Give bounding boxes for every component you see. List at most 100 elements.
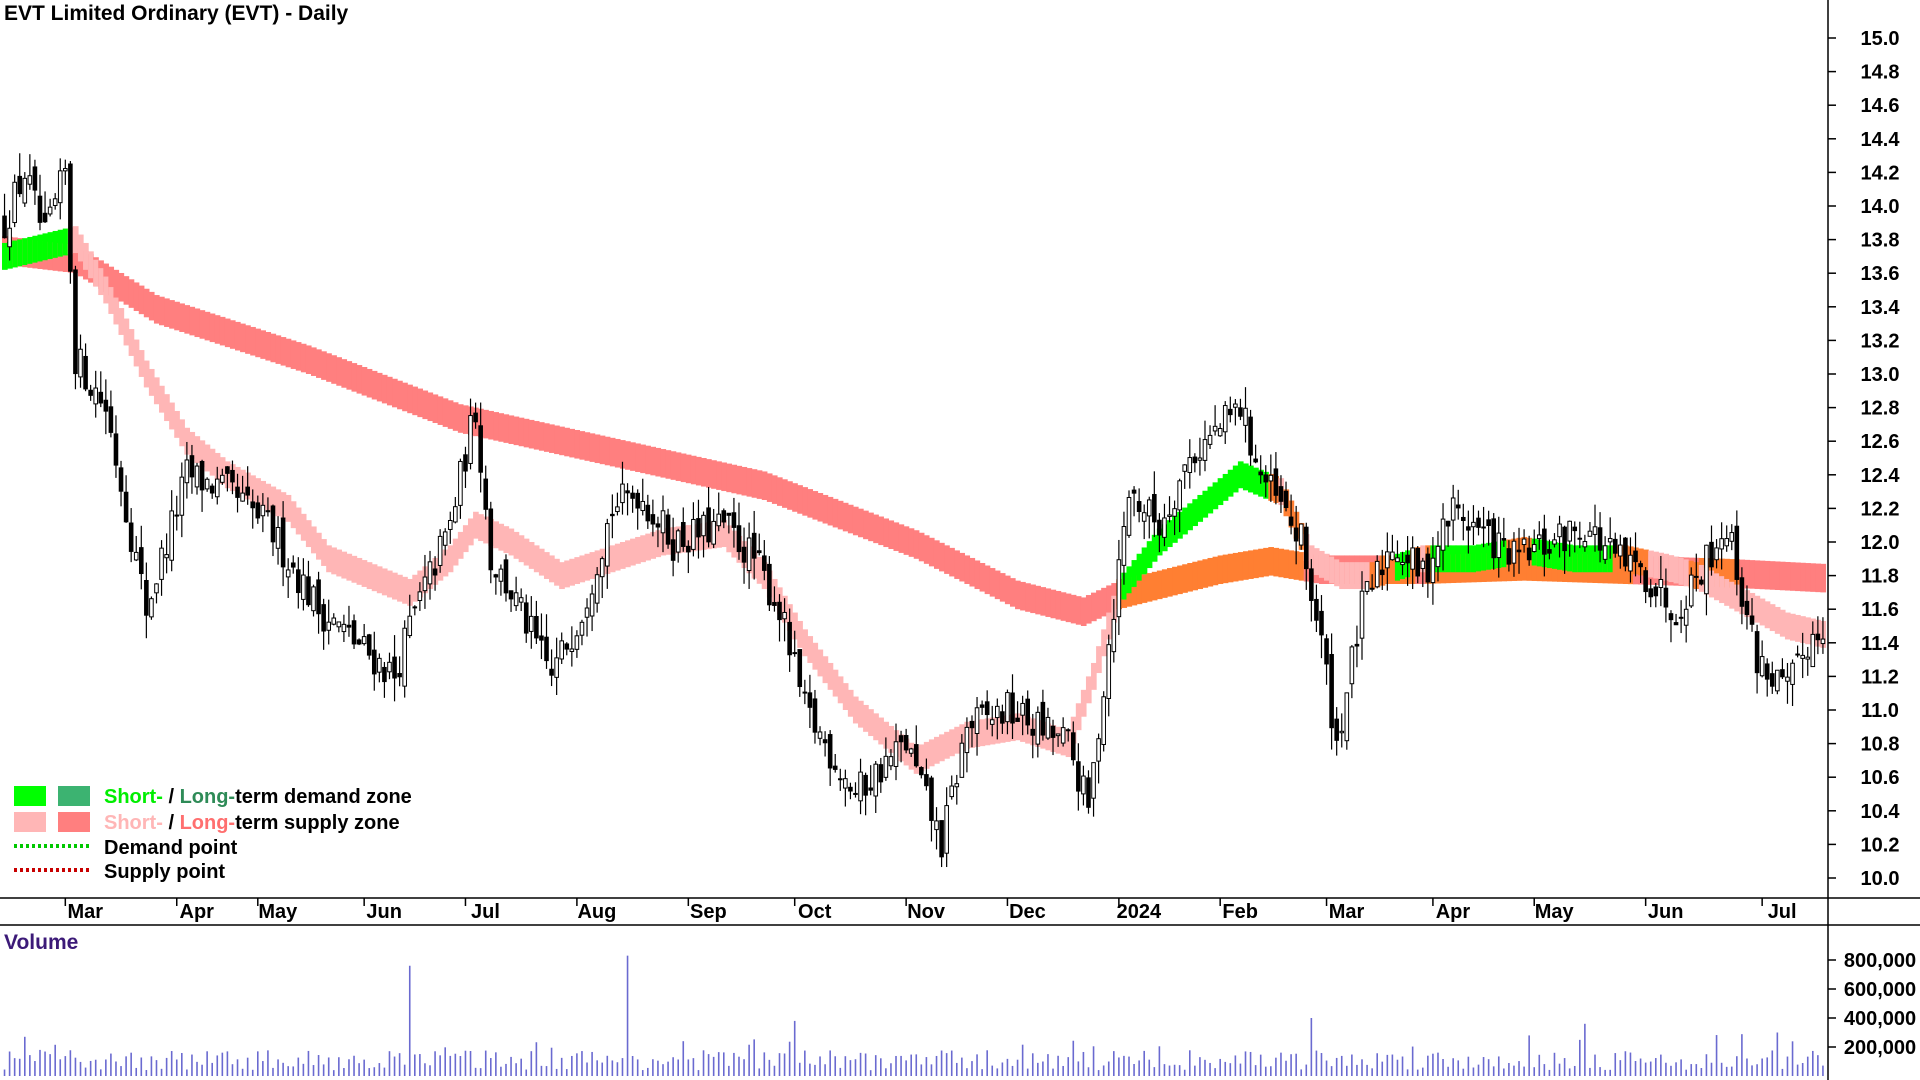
- long-term-zone-strip: [1156, 570, 1163, 600]
- long-term-zone-strip: [422, 390, 429, 420]
- candle-down: [478, 425, 483, 473]
- long-term-zone-strip: [1009, 578, 1016, 607]
- candle-down: [270, 505, 276, 543]
- short-term-zone-strip: [316, 532, 322, 560]
- long-term-zone-strip: [614, 438, 621, 468]
- candle-down: [1542, 528, 1547, 555]
- candle-up: [1820, 638, 1826, 645]
- long-term-zone-strip: [533, 421, 540, 450]
- candle-down: [1152, 494, 1157, 523]
- candle-down: [98, 391, 104, 404]
- candle-up: [1410, 547, 1415, 570]
- short-term-zone-strip: [949, 729, 955, 757]
- price-tick-label: 14.4: [1861, 129, 1901, 151]
- legend-supply-sep: /: [163, 812, 180, 834]
- candle-up: [1146, 499, 1152, 517]
- long-term-zone-strip: [159, 296, 165, 326]
- candle-down: [534, 615, 539, 639]
- long-term-zone-strip: [194, 308, 201, 338]
- long-term-zone-strip: [569, 428, 575, 458]
- short-term-zone-strip: [1187, 503, 1193, 531]
- long-term-zone-strip: [240, 323, 246, 353]
- short-term-zone-strip: [584, 553, 591, 581]
- short-term-zone-strip: [98, 268, 104, 296]
- short-term-zone-strip: [1805, 617, 1811, 645]
- price-tick-label: 11.6: [1861, 599, 1899, 621]
- short-term-zone-strip: [483, 516, 489, 544]
- candle-up: [579, 621, 585, 636]
- short-term-zone-strip: [1121, 572, 1128, 600]
- candle-down: [1643, 570, 1648, 593]
- short-term-zone-strip: [133, 339, 140, 367]
- long-term-zone-strip: [827, 496, 834, 526]
- long-term-zone-strip: [619, 440, 626, 469]
- candle-down: [1248, 416, 1253, 456]
- month-label: Nov: [907, 901, 946, 923]
- candle-up: [620, 483, 625, 504]
- short-term-zone-strip: [371, 564, 378, 592]
- candle-up: [1759, 656, 1765, 677]
- long-term-zone-strip: [250, 326, 256, 356]
- short-term-zone-strip: [336, 549, 342, 577]
- short-term-zone-strip: [270, 486, 277, 514]
- short-term-zone-strip: [1182, 507, 1188, 535]
- candle-up: [1349, 646, 1355, 685]
- candle-up: [1172, 508, 1177, 517]
- long-term-zone-strip: [508, 415, 515, 444]
- long-term-zone-strip: [1055, 590, 1062, 620]
- long-term-zone-strip: [513, 416, 520, 446]
- short-term-zone-strip: [518, 535, 525, 563]
- short-term-zone-strip: [295, 507, 302, 535]
- candle-up: [1775, 669, 1780, 692]
- long-term-zone-strip: [858, 508, 864, 538]
- candle-down: [1405, 554, 1410, 564]
- candle-down: [1633, 550, 1638, 563]
- long-term-zone-strip: [559, 426, 565, 456]
- short-term-zone-strip: [928, 739, 935, 767]
- short-term-zone-strip: [1769, 604, 1776, 632]
- price-tick-label: 10.8: [1861, 734, 1900, 756]
- short-term-zone-strip: [1166, 520, 1173, 548]
- long-term-zone-strip: [640, 444, 646, 474]
- short-term-zone-strip: [32, 235, 39, 263]
- long-term-zone-strip: [518, 417, 525, 447]
- candle-up: [1116, 559, 1122, 618]
- candle-down: [1734, 525, 1740, 580]
- candle-down: [731, 512, 737, 528]
- candle-down: [1663, 587, 1669, 608]
- candle-down: [503, 559, 509, 594]
- candle-up: [1607, 537, 1613, 543]
- candle-down: [868, 787, 873, 791]
- long-term-zone-strip: [1161, 569, 1168, 598]
- long-term-zone-strip: [1172, 566, 1178, 596]
- candle-down: [1303, 526, 1309, 570]
- candle-down: [630, 492, 635, 499]
- candle-up: [1800, 654, 1805, 659]
- long-term-zone-strip: [1232, 552, 1239, 582]
- long-term-zone-strip: [1177, 565, 1183, 595]
- long-term-zone-strip: [361, 367, 368, 396]
- short-term-zone-strip: [442, 549, 449, 577]
- candle-down: [306, 576, 311, 606]
- long-term-zone-strip: [366, 368, 373, 398]
- candle-down: [1678, 616, 1684, 619]
- candle-up: [1081, 775, 1086, 795]
- long-term-zone-strip: [1065, 593, 1072, 623]
- short-term-zone-strip: [47, 232, 54, 260]
- volume-title: Volume: [4, 931, 78, 954]
- short-term-zone-strip: [1141, 547, 1148, 575]
- candle-down: [199, 460, 205, 491]
- long-term-zone-strip: [959, 552, 965, 582]
- long-term-zone-strip: [792, 483, 798, 512]
- long-term-zone-strip: [381, 374, 388, 404]
- short-term-zone-strip: [954, 726, 960, 754]
- candle-up: [1126, 497, 1132, 536]
- short-term-zone-strip: [1800, 616, 1806, 644]
- candle-up: [326, 621, 332, 631]
- short-term-zone-strip: [305, 520, 312, 548]
- short-term-zone-strip: [1197, 494, 1204, 522]
- long-term-zone-strip: [214, 315, 221, 344]
- candle-up: [1177, 480, 1182, 511]
- candle-up: [214, 478, 220, 498]
- short-term-zone-strip: [1536, 539, 1543, 567]
